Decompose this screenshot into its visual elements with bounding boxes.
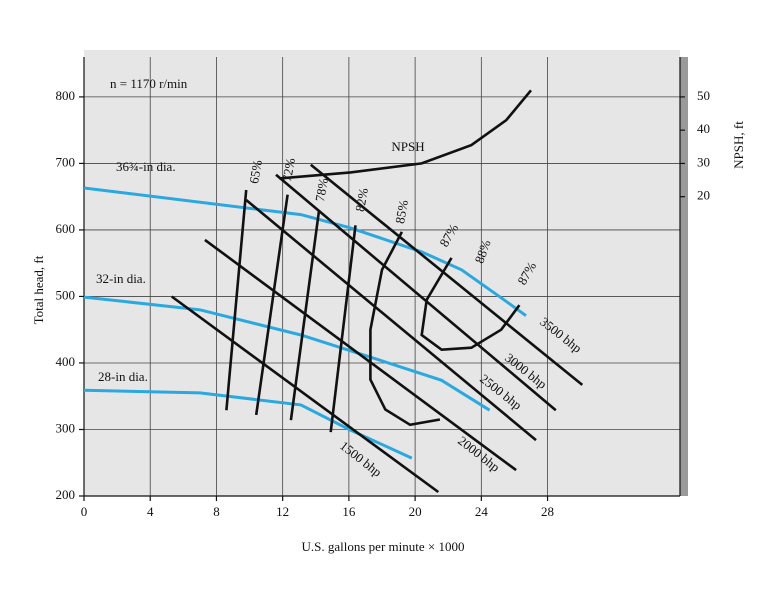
curve [279, 89, 533, 180]
y-tick-label: 600 [56, 221, 76, 236]
curve-label: 85% [392, 199, 411, 225]
x-tick-label: 4 [147, 504, 154, 519]
curve-label: 36¾-in dia. [116, 159, 176, 174]
curve [204, 238, 517, 472]
annotation: n = 1170 r/min [110, 76, 188, 91]
curve [83, 186, 527, 317]
x-axis-label: U.S. gallons per minute × 1000 [302, 539, 465, 554]
y2-axis-label: NPSH, ft [731, 121, 746, 169]
y2-tick-label: 30 [697, 154, 710, 169]
curve [275, 173, 557, 412]
curve [329, 225, 357, 433]
x-tick-label: 16 [342, 504, 356, 519]
curve-label: 28-in dia. [98, 369, 148, 384]
x-tick-label: 20 [409, 504, 422, 519]
y2-tick-label: 20 [697, 188, 710, 203]
curve-label: 78% [312, 177, 331, 203]
y2-tick-label: 50 [697, 88, 710, 103]
x-tick-label: 0 [81, 504, 88, 519]
curve-label: NPSH [391, 139, 424, 154]
y2-tick-label: 40 [697, 121, 710, 136]
y-tick-label: 500 [56, 287, 76, 302]
y-axis-label: Total head, ft [31, 255, 46, 324]
y-tick-label: 300 [56, 420, 76, 435]
curve-label: 82% [352, 187, 371, 213]
x-tick-label: 24 [475, 504, 489, 519]
y-tick-label: 200 [56, 487, 76, 502]
y-tick-label: 800 [56, 88, 76, 103]
x-tick-label: 8 [213, 504, 220, 519]
curve [420, 257, 521, 352]
x-tick-label: 28 [541, 504, 554, 519]
y-tick-label: 400 [56, 354, 76, 369]
curve [369, 231, 441, 427]
x-tick-label: 12 [276, 504, 289, 519]
curve-label: 32-in dia. [96, 271, 146, 286]
y-tick-label: 700 [56, 154, 76, 169]
curve [245, 198, 537, 442]
curve [170, 295, 440, 494]
curve [225, 189, 248, 411]
curve [83, 388, 413, 460]
curve-label: 65% [246, 159, 265, 185]
curve [309, 163, 584, 386]
